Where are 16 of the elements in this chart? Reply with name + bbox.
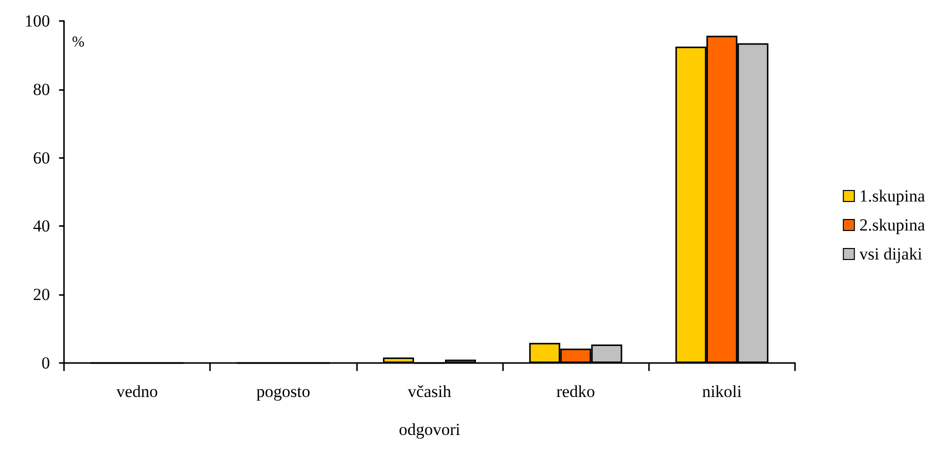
y-tick-label: 80 bbox=[33, 80, 50, 99]
y-tick-label: 20 bbox=[33, 285, 50, 304]
y-tick-label: 40 bbox=[33, 216, 50, 236]
legend-label: 1.skupina bbox=[859, 186, 926, 206]
x-tick-label: včasih bbox=[408, 382, 452, 401]
x-tick-label: redko bbox=[556, 382, 596, 401]
y-tick-label: 0 bbox=[42, 354, 50, 372]
y-tick-label: 60 bbox=[33, 148, 50, 168]
y-axis-title: % bbox=[72, 34, 84, 50]
x-axis-title: odgovori bbox=[398, 420, 460, 439]
legend-label: 2.skupina bbox=[859, 216, 926, 234]
x-tick-label: vedno bbox=[116, 382, 158, 401]
x-tick-label: pogosto bbox=[256, 382, 310, 401]
legend-label: vsi dijaki bbox=[859, 244, 922, 264]
x-tick-label: nikoli bbox=[702, 382, 742, 401]
y-tick-label: 100 bbox=[24, 12, 50, 30]
